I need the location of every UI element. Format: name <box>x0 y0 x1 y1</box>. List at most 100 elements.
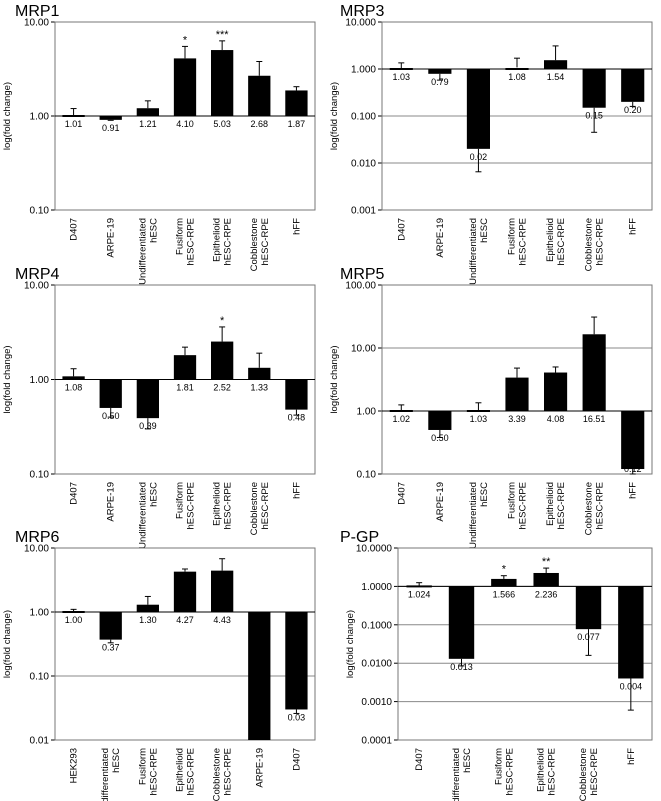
category-label: UndifferentiatedhESC <box>100 748 122 801</box>
y-tick-label: 0.001 <box>351 206 376 217</box>
category-label: FusiformhESC-RPE <box>175 482 197 530</box>
y-tick-label: 0.01 <box>30 736 50 747</box>
category-label-line: Cobblestone <box>249 482 260 535</box>
significance-stars: * <box>502 564 507 576</box>
y-tick-label: 1.00 <box>357 407 377 418</box>
data-label: 1.87 <box>288 119 306 129</box>
bar <box>491 578 517 587</box>
category-label-line: Undifferentiated <box>137 218 148 285</box>
category-label-line: Fusiform <box>507 218 518 255</box>
category-label-line: ARPE-19 <box>106 482 117 522</box>
bar <box>173 58 197 116</box>
category-label-line: hESC <box>111 748 122 773</box>
category-label-line: hESC-RPE <box>223 218 234 266</box>
data-label: 16.51 <box>583 414 606 424</box>
category-label: D407 <box>291 748 302 771</box>
bar <box>621 69 645 102</box>
bar <box>173 355 197 380</box>
data-label: 1.21 <box>139 119 157 129</box>
category-label: D407 <box>69 482 80 505</box>
category-label: CobblestonehESC-RPE <box>249 218 271 271</box>
y-tick-label: 0.0100 <box>361 659 392 670</box>
y-tick-label: 10.0000 <box>356 544 393 555</box>
category-label-line: Undifferentiated <box>468 218 479 285</box>
significance-stars: * <box>183 34 188 46</box>
data-label: 2.68 <box>251 119 269 129</box>
bar <box>62 115 85 117</box>
data-label: 0.91 <box>102 123 120 133</box>
category-label-line: Cobblestone <box>249 218 260 271</box>
category-label: hFF <box>628 218 639 235</box>
category-label-line: hFF <box>291 218 302 235</box>
category-label-line: Epithelioid <box>545 482 556 526</box>
category-label-line: hESC-RPE <box>518 482 529 530</box>
chart-title: P-GP <box>340 529 379 546</box>
data-label: 1.30 <box>139 615 157 625</box>
bar <box>248 75 271 116</box>
bar <box>544 372 568 411</box>
category-label-line: hESC-RPE <box>547 748 558 796</box>
category-label-line: hESC-RPE <box>260 482 271 530</box>
data-label: 0.50 <box>431 433 449 443</box>
bar <box>582 69 606 108</box>
data-label: 0.03 <box>288 712 306 722</box>
chart-mrp6: MRP6 log(fold change) 0.01 0.10 1.00 10.00 1.0… <box>2 529 316 801</box>
y-axis-label: log(fold change) <box>329 345 340 413</box>
data-label: 0.50 <box>102 411 120 421</box>
category-label: CobblestonehESC-RPE <box>249 482 271 535</box>
category-label-line: hESC-RPE <box>595 218 606 266</box>
chart-title: MRP3 <box>340 3 385 20</box>
bar <box>621 411 645 470</box>
category-label: FusiformhESC-RPE <box>493 748 515 796</box>
data-label: 4.27 <box>176 615 194 625</box>
data-label: 4.08 <box>547 414 565 424</box>
bar <box>62 376 85 380</box>
category-label-line: D407 <box>396 482 407 505</box>
bar <box>248 612 271 740</box>
category-label-line: Fusiform <box>175 482 186 519</box>
category-label-line: Epithelioid <box>212 218 223 262</box>
y-tick-label: 0.0010 <box>361 697 392 708</box>
category-label-line: hFF <box>628 218 639 235</box>
category-label-line: hESC-RPE <box>589 748 600 796</box>
category-label-line: ARPE-19 <box>254 748 265 788</box>
data-label: 1.08 <box>508 72 526 82</box>
category-label-line: D407 <box>414 748 425 771</box>
category-label: EpithelioidhESC-RPE <box>545 218 567 266</box>
significance-stars: ** <box>542 556 551 568</box>
chart-mrp5: MRP5 log(fold change) 0.10 1.00 10.00 100.00 1… <box>329 266 653 549</box>
significance-stars: ** <box>255 728 264 740</box>
data-label: 1.03 <box>393 72 411 82</box>
category-label-line: hFF <box>626 748 637 765</box>
data-label: 3.39 <box>508 414 526 424</box>
category-label-line: hESC <box>148 482 159 507</box>
category-label-line: hESC-RPE <box>595 482 606 530</box>
bar <box>285 90 308 116</box>
significance-stars: * <box>220 315 225 327</box>
category-label-line: Undifferentiated <box>137 482 148 549</box>
category-label-line: hESC-RPE <box>504 748 515 796</box>
significance-stars: *** <box>216 29 230 41</box>
data-label: 4.10 <box>176 119 194 129</box>
data-label: 5.03 <box>213 119 231 129</box>
bar <box>428 411 452 430</box>
data-label: 0.12 <box>624 464 642 474</box>
data-label: 0.004 <box>620 681 643 691</box>
category-label-line: hESC-RPE <box>186 748 197 796</box>
data-label: 1.54 <box>547 72 565 82</box>
category-label: ARPE-19 <box>435 482 446 522</box>
data-label: 1.08 <box>65 383 83 393</box>
y-tick-label: 0.010 <box>351 159 376 170</box>
category-label-line: hESC-RPE <box>186 482 197 530</box>
category-label-line: hESC-RPE <box>148 748 159 796</box>
bar <box>505 68 529 70</box>
data-label: 0.39 <box>139 421 157 431</box>
y-tick-label: 10.00 <box>24 281 49 292</box>
bar <box>99 379 122 408</box>
category-label-line: Fusiform <box>175 218 186 255</box>
category-label-line: hESC-RPE <box>556 482 567 530</box>
y-axis-label: log(fold change) <box>2 82 13 150</box>
bar <box>389 410 413 412</box>
data-label: 1.02 <box>393 414 411 424</box>
